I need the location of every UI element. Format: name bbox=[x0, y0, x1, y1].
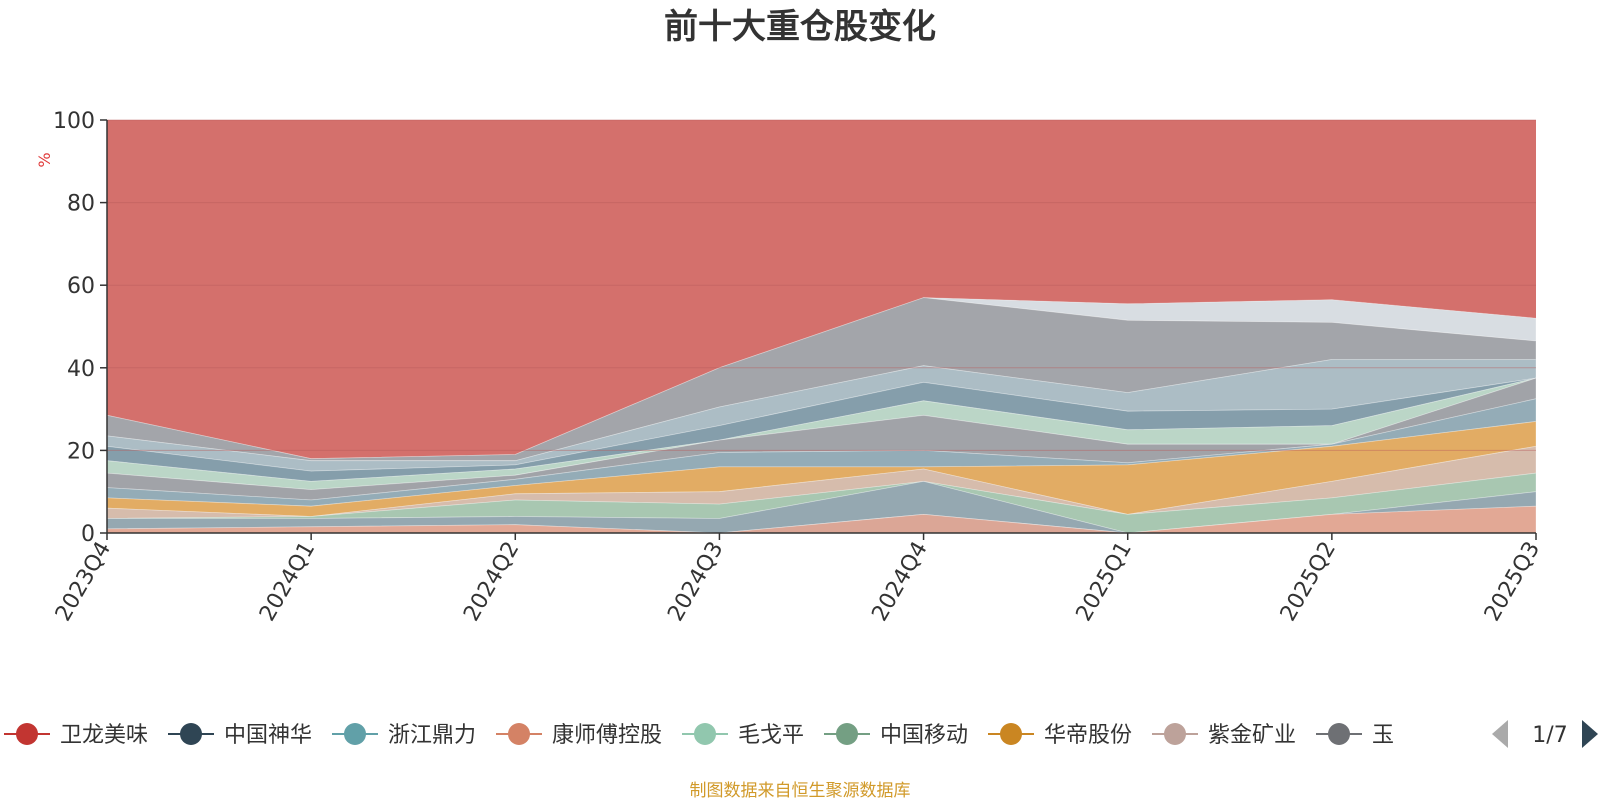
legend-marker bbox=[1164, 723, 1186, 745]
legend-items: 卫龙美味 中国神华 浙江鼎力 康师傅控股 毛戈平 中国移动 华帝股份 紫金矿业 玉 bbox=[4, 723, 1394, 748]
legend-marker bbox=[180, 723, 202, 745]
legend-marker bbox=[1000, 723, 1022, 745]
legend-label: 玉 bbox=[1372, 723, 1394, 748]
legend-label: 中国移动 bbox=[880, 723, 968, 748]
legend-marker bbox=[508, 723, 530, 745]
legend-label: 中国神华 bbox=[224, 723, 312, 748]
legend-marker bbox=[1328, 723, 1350, 745]
y-tick-label: 80 bbox=[67, 192, 95, 217]
chart-title: 前十大重仓股变化 bbox=[664, 7, 936, 47]
legend-item[interactable]: 中国神华 bbox=[168, 723, 312, 748]
legend-item[interactable]: 卫龙美味 bbox=[4, 723, 148, 748]
legend-marker bbox=[16, 723, 38, 745]
legend-page-indicator: 1/7 bbox=[1532, 723, 1567, 748]
legend-marker bbox=[836, 723, 858, 745]
legend-item[interactable]: 华帝股份 bbox=[988, 723, 1132, 748]
x-tick-label: 2025Q2 bbox=[1276, 538, 1341, 626]
legend-marker bbox=[694, 723, 716, 745]
legend-marker bbox=[344, 723, 366, 745]
area-band-top bbox=[107, 120, 1536, 459]
legend-item[interactable]: 紫金矿业 bbox=[1152, 723, 1296, 748]
legend-label: 康师傅控股 bbox=[552, 723, 662, 748]
x-tick-label: 2024Q4 bbox=[867, 538, 932, 626]
x-tick-label: 2023Q4 bbox=[51, 538, 116, 626]
legend-label: 华帝股份 bbox=[1044, 723, 1132, 748]
legend-label: 卫龙美味 bbox=[60, 723, 148, 748]
legend-item[interactable]: 浙江鼎力 bbox=[332, 723, 476, 748]
x-tick-label: 2024Q3 bbox=[663, 538, 728, 626]
area-band-s9 bbox=[106, 377, 1537, 491]
legend-item[interactable]: 康师傅控股 bbox=[496, 723, 662, 748]
legend-label: 毛戈平 bbox=[738, 723, 804, 748]
legend-item[interactable]: 毛戈平 bbox=[682, 723, 804, 748]
y-tick-label: 100 bbox=[53, 109, 95, 134]
area-band-s13 bbox=[106, 297, 1537, 460]
area-layer bbox=[106, 120, 1537, 534]
x-tick-label: 2025Q1 bbox=[1072, 538, 1137, 626]
legend-label: 浙江鼎力 bbox=[388, 723, 476, 748]
y-tick-label: 20 bbox=[67, 439, 95, 464]
legend-next-icon[interactable] bbox=[1582, 720, 1598, 748]
legend-item[interactable]: 中国移动 bbox=[824, 723, 968, 748]
source-note: 制图数据来自恒生聚源数据库 bbox=[689, 781, 911, 801]
x-tick-label: 2025Q3 bbox=[1480, 538, 1545, 626]
x-tick-label: 2024Q2 bbox=[459, 538, 524, 626]
y-tick-label: 0 bbox=[81, 522, 95, 547]
x-tick-label: 2024Q1 bbox=[255, 538, 320, 626]
legend: 卫龙美味 中国神华 浙江鼎力 康师傅控股 毛戈平 中国移动 华帝股份 紫金矿业 玉 1/7 bbox=[4, 720, 1598, 748]
y-tick-label: 40 bbox=[67, 357, 95, 382]
y-tick-label: 60 bbox=[67, 274, 95, 299]
grid-layer bbox=[107, 119, 1536, 451]
legend-label: 紫金矿业 bbox=[1208, 723, 1296, 748]
y-axis-unit-label: % bbox=[35, 152, 54, 167]
legend-prev-icon[interactable] bbox=[1492, 720, 1508, 748]
legend-item[interactable]: 玉 bbox=[1316, 723, 1394, 748]
